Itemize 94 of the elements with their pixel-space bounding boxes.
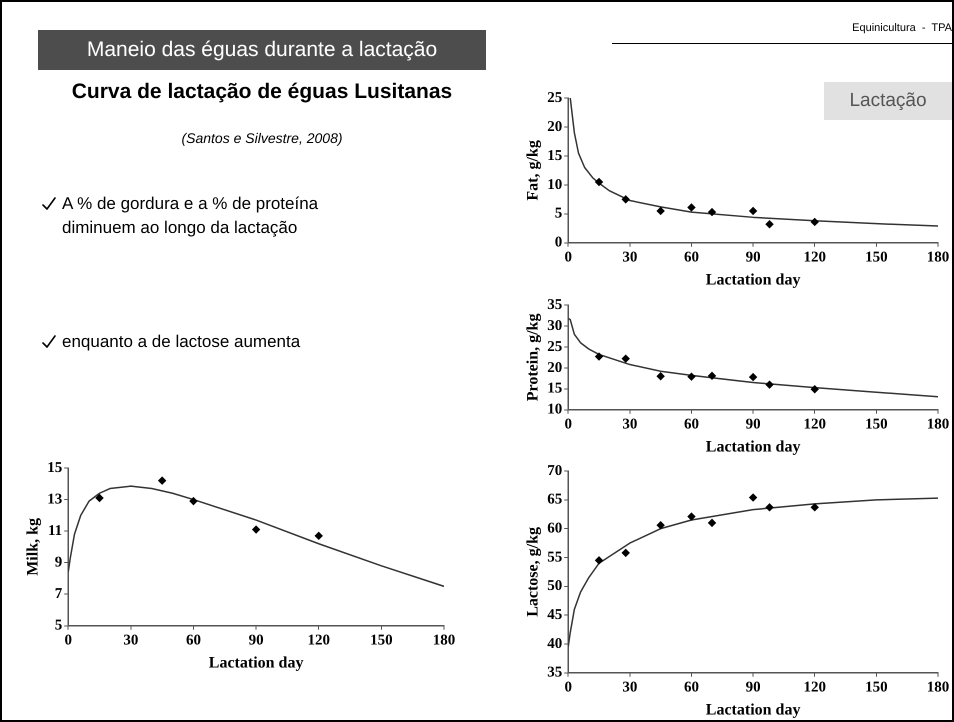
x-tick-label: 60 <box>684 250 699 266</box>
x-tick-label: 120 <box>307 632 330 649</box>
x-tick-label: 90 <box>746 416 761 433</box>
x-axis-title: Lactation day <box>208 654 304 672</box>
text: Curva de lactação de éguas Lusitanas <box>70 80 454 104</box>
x-tick-label: 180 <box>432 632 456 649</box>
point <box>687 372 696 381</box>
y-tick-label: 11 <box>48 522 62 539</box>
x-tick-label: 180 <box>926 250 950 266</box>
x-tick-label: 90 <box>746 680 761 696</box>
point <box>749 494 758 502</box>
x-tick-label: 180 <box>926 416 950 433</box>
y-tick-label: 65 <box>547 492 562 508</box>
y-tick-label: 55 <box>547 549 562 566</box>
point <box>96 494 104 502</box>
point <box>708 372 716 380</box>
point <box>622 354 630 363</box>
y-tick-label: 30 <box>547 318 562 334</box>
point <box>749 373 758 382</box>
point <box>656 521 665 530</box>
x-tick-label: 150 <box>370 632 393 649</box>
y-axis-title: Fat, g/kg <box>524 140 542 201</box>
point <box>766 220 774 228</box>
point <box>766 380 774 389</box>
y-axis-title: Protein, g/kg <box>524 314 542 402</box>
x-axis-title: Lactation day <box>706 702 800 719</box>
y-tick-label: 10 <box>547 176 562 193</box>
x-tick-label: 120 <box>803 250 826 266</box>
point <box>708 208 716 216</box>
y-tick-label: 20 <box>547 360 562 376</box>
point <box>766 503 774 512</box>
point <box>595 352 604 361</box>
y-tick-label: 5 <box>54 618 62 634</box>
y-axis-title: Lactose, g/kg <box>524 527 542 617</box>
y-tick-label: 25 <box>547 338 562 355</box>
x-tick-label: 60 <box>186 632 201 649</box>
x-tick-label: 120 <box>803 416 826 433</box>
x-tick-label: 150 <box>865 416 888 433</box>
point <box>749 206 758 215</box>
y-tick-label: 0 <box>554 234 562 251</box>
x-tick-label: 120 <box>803 680 826 696</box>
annotation: Lactação <box>824 82 952 120</box>
y-tick-label: 40 <box>547 636 562 652</box>
y-tick-label: 35 <box>547 664 562 681</box>
x-tick-label: 90 <box>746 250 761 266</box>
y-tick-label: 60 <box>547 520 562 537</box>
text: Equinicultura - TPA <box>851 22 952 34</box>
text: A % de gordura e a % de proteína diminuem ao longo da lactação <box>61 193 320 239</box>
x-axis-title: Lactation day <box>706 272 800 289</box>
point <box>189 497 198 506</box>
point <box>810 503 819 512</box>
point <box>687 512 696 521</box>
text: (Santos e Silvestre, 2008) <box>180 130 344 146</box>
x-tick-label: 150 <box>865 250 888 266</box>
x-tick-label: 30 <box>123 632 138 649</box>
x-tick-label: 60 <box>684 680 699 696</box>
point <box>252 526 260 534</box>
point <box>622 195 630 204</box>
x-tick-label: 30 <box>622 680 638 696</box>
y-tick-label: 15 <box>47 460 62 476</box>
x-tick-label: 180 <box>926 680 950 696</box>
point <box>595 178 604 186</box>
y-tick-label: 20 <box>547 118 562 135</box>
y-tick-label: 15 <box>547 148 562 164</box>
x-axis-title: Lactation day <box>706 438 800 456</box>
text: enquanto a de lactose aumenta <box>61 331 302 353</box>
x-tick-label: 150 <box>865 680 888 696</box>
x-tick-label: 90 <box>248 632 264 649</box>
point <box>595 556 604 564</box>
point <box>158 476 166 485</box>
point <box>622 548 630 557</box>
point <box>810 218 819 226</box>
y-tick-label: 35 <box>547 296 562 313</box>
y-tick-label: 7 <box>54 586 63 602</box>
y-tick-label: 13 <box>47 491 62 508</box>
point <box>314 532 323 540</box>
y-tick-label: 10 <box>547 402 562 418</box>
y-tick-label: 50 <box>547 578 562 594</box>
y-tick-label: 70 <box>547 462 562 479</box>
point <box>656 372 665 380</box>
y-axis-title: Milk, kg <box>24 518 42 576</box>
point <box>708 518 716 527</box>
text: Maneio das éguas durante a lactação <box>38 30 486 70</box>
point <box>687 203 696 212</box>
point <box>810 385 819 394</box>
y-tick-label: 15 <box>547 380 562 397</box>
y-tick-label: 9 <box>54 554 62 571</box>
x-tick-label: 60 <box>684 416 699 433</box>
y-tick-label: 45 <box>547 607 562 624</box>
y-tick-label: 25 <box>547 90 562 106</box>
point <box>656 206 665 215</box>
x-tick-label: 30 <box>622 250 638 266</box>
x-tick-label: 30 <box>622 416 638 433</box>
y-tick-label: 5 <box>554 206 562 222</box>
